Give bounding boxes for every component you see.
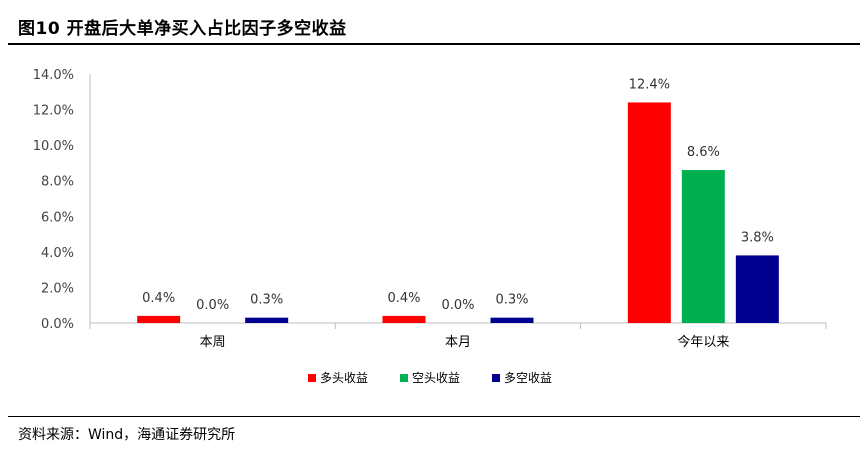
data-label: 0.3% [495,293,528,308]
data-label: 0.0% [196,298,229,313]
data-label: 0.4% [387,291,420,306]
bar [627,102,671,323]
y-tick-label: 10.0% [33,139,74,154]
legend-label: 多头收益 [320,371,368,385]
legend-swatch [492,374,500,382]
y-tick-label: 0.0% [41,317,74,332]
legend-label: 空头收益 [412,371,460,385]
bar [490,317,534,323]
y-tick-label: 4.0% [41,246,74,261]
bar [681,170,725,323]
bar [382,315,426,323]
legend: 多头收益 空头收益 多空收益 [308,371,552,385]
y-axis: 0.0% 2.0% 4.0% 6.0% 8.0% 10.0% 12.0% 14.0% [33,68,91,332]
x-category-label: 今年以来 [677,334,729,350]
bar [245,317,289,323]
y-tick-label: 6.0% [41,210,74,225]
data-label: 0.0% [441,298,474,313]
y-tick-label: 8.0% [41,175,74,190]
y-tick-label: 2.0% [41,281,74,296]
bar [735,255,779,323]
data-label: 8.6% [687,145,720,160]
figure-title: 图10 开盘后大单净买入占比因子多空收益 [18,19,347,39]
legend-swatch [400,374,408,382]
bar [137,315,181,323]
source-rule [8,416,860,417]
x-category-label: 本月 [445,335,471,350]
data-label: 12.4% [629,77,670,92]
bars: 0.4% 0.0% 0.3% 0.4% 0.0% 0.3% 12.4% 8.6% 3.8% [137,77,779,323]
legend-label: 多空收益 [504,371,552,385]
data-label: 3.8% [741,230,774,245]
y-tick-label: 12.0% [33,104,74,119]
x-axis: 本周 本月 今年以来 [89,322,827,350]
data-label: 0.4% [142,291,175,306]
legend-swatch [308,374,316,382]
x-category-label: 本周 [200,335,226,350]
bar-chart: 0.0% 2.0% 4.0% 6.0% 8.0% 10.0% 12.0% 14.0% 本周 本月… [33,68,827,385]
source-note: 资料来源：Wind，海通证券研究所 [18,427,236,443]
y-tick-label: 14.0% [33,68,74,83]
title-rule [8,43,860,45]
data-label: 0.3% [250,293,283,308]
